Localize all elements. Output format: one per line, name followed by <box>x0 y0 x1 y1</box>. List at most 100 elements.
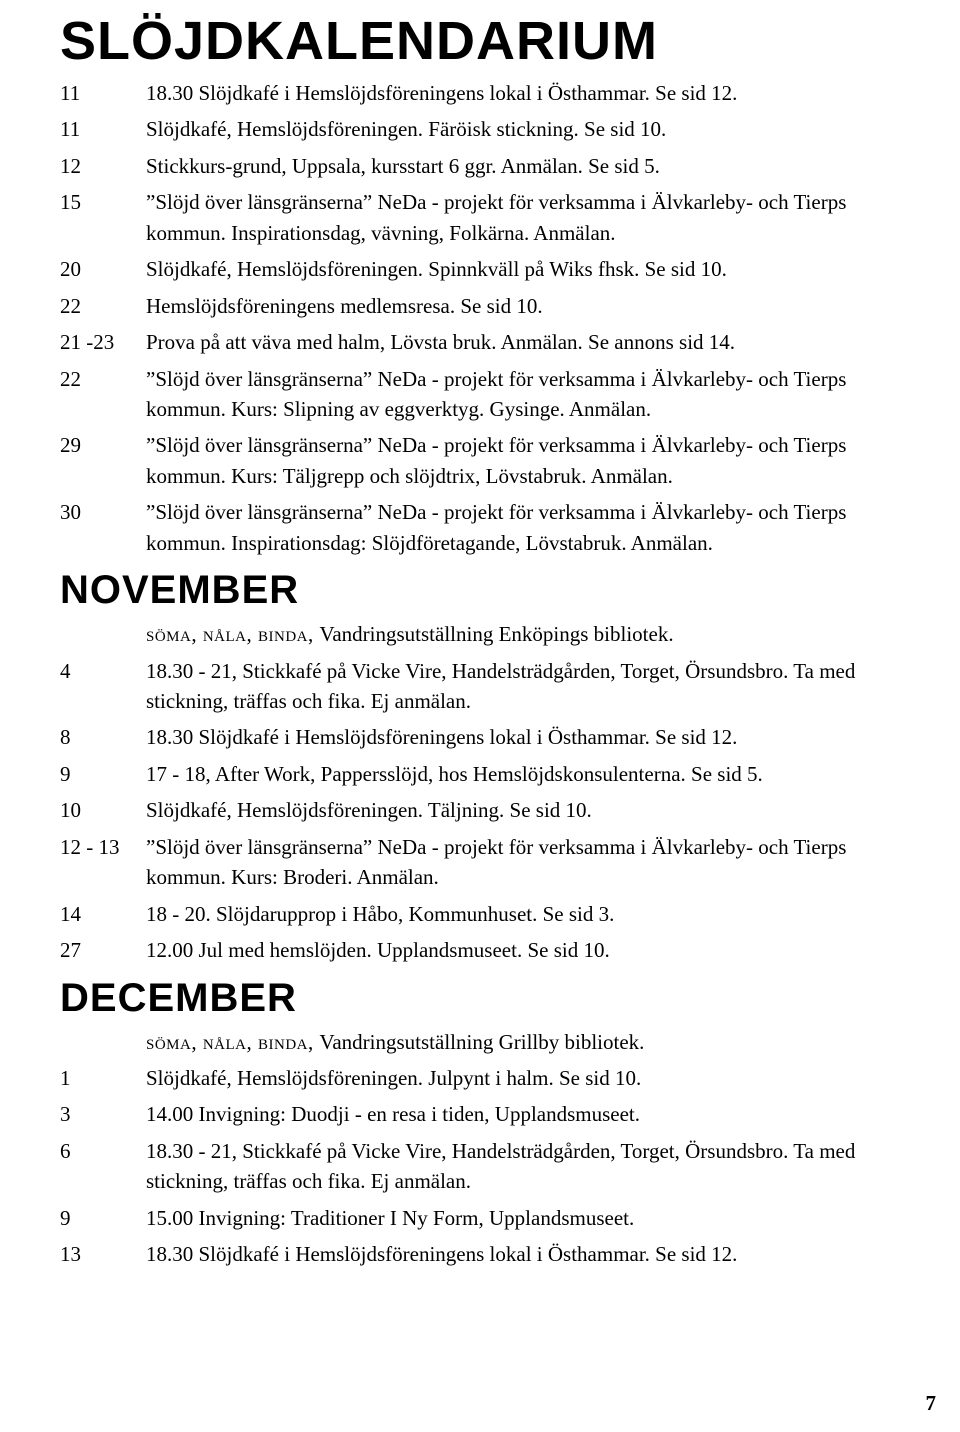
calendar-content: 1118.30 Slöjdkafé i Hemslöjdsföreningens… <box>60 78 900 1270</box>
calendar-entry: 2712.00 Jul med hemslöjden. Upplandsmuse… <box>60 935 900 965</box>
calendar-entry: 21 -23Prova på att väva med halm, Lövsta… <box>60 327 900 357</box>
entry-date: 20 <box>60 254 146 284</box>
entry-text: ”Slöjd över länsgränserna” NeDa - projek… <box>146 187 900 248</box>
entry-text: Slöjdkafé, Hemslöjdsföreningen. Färöisk … <box>146 114 900 144</box>
entry-date: 12 <box>60 151 146 181</box>
entry-body-text: 18.30 Slöjdkafé i Hemslöjdsföreningens l… <box>146 725 737 749</box>
entry-text: 18.30 Slöjdkafé i Hemslöjdsföreningens l… <box>146 1239 900 1269</box>
calendar-entry: söma, nåla, binda, Vandringsutställning … <box>60 1027 900 1057</box>
calendar-entry: 418.30 - 21, Stickkafé på Vicke Vire, Ha… <box>60 656 900 717</box>
entry-body-text: Vandringsutställning Enköpings bibliotek… <box>320 622 674 646</box>
entry-body-text: ”Slöjd över länsgränserna” NeDa - projek… <box>146 500 846 554</box>
entry-date: 4 <box>60 656 146 686</box>
calendar-entry: 1418 - 20. Slöjdarupprop i Håbo, Kommunh… <box>60 899 900 929</box>
calendar-entry: 915.00 Invigning: Traditioner I Ny Form,… <box>60 1203 900 1233</box>
entry-body-text: 18.30 - 21, Stickkafé på Vicke Vire, Han… <box>146 1139 855 1193</box>
entry-body-text: Vandringsutställning Grillby bibliotek. <box>320 1030 645 1054</box>
calendar-entry: 15”Slöjd över länsgränserna” NeDa - proj… <box>60 187 900 248</box>
entry-text: 18.30 Slöjdkafé i Hemslöjdsföreningens l… <box>146 722 900 752</box>
entry-text: ”Slöjd över länsgränserna” NeDa - projek… <box>146 364 900 425</box>
entry-text: 18 - 20. Slöjdarupprop i Håbo, Kommunhus… <box>146 899 900 929</box>
entry-date: 10 <box>60 795 146 825</box>
entry-date: 6 <box>60 1136 146 1166</box>
entry-body-text: 18 - 20. Slöjdarupprop i Håbo, Kommunhus… <box>146 902 614 926</box>
calendar-entry: 1318.30 Slöjdkafé i Hemslöjdsföreningens… <box>60 1239 900 1269</box>
entry-body-text: Stickkurs-grund, Uppsala, kursstart 6 gg… <box>146 154 660 178</box>
entry-date: 3 <box>60 1099 146 1129</box>
entry-text: 18.30 - 21, Stickkafé på Vicke Vire, Han… <box>146 656 900 717</box>
entry-date: 15 <box>60 187 146 217</box>
month-heading-november: NOVEMBER <box>60 568 900 613</box>
calendar-entry: 618.30 - 21, Stickkafé på Vicke Vire, Ha… <box>60 1136 900 1197</box>
calendar-entry: 10Slöjdkafé, Hemslöjdsföreningen. Täljni… <box>60 795 900 825</box>
entry-text: 14.00 Invigning: Duodji - en resa i tide… <box>146 1099 900 1129</box>
entry-body-text: Slöjdkafé, Hemslöjdsföreningen. Julpynt … <box>146 1066 641 1090</box>
document-page: SLÖJDKALENDARIUM 1118.30 Slöjdkafé i Hem… <box>0 0 960 1432</box>
entry-body-text: ”Slöjd över länsgränserna” NeDa - projek… <box>146 367 846 421</box>
entry-text: ”Slöjd över länsgränserna” NeDa - projek… <box>146 497 900 558</box>
entry-date: 29 <box>60 430 146 460</box>
entry-body-text: ”Slöjd över länsgränserna” NeDa - projek… <box>146 835 846 889</box>
calendar-entry: 22Hemslöjdsföreningens medlemsresa. Se s… <box>60 291 900 321</box>
entry-body-text: 18.30 Slöjdkafé i Hemslöjdsföreningens l… <box>146 1242 737 1266</box>
calendar-entry: 29”Slöjd över länsgränserna” NeDa - proj… <box>60 430 900 491</box>
entry-body-text: 14.00 Invigning: Duodji - en resa i tide… <box>146 1102 640 1126</box>
entry-date: 21 -23 <box>60 327 146 357</box>
entry-date: 22 <box>60 291 146 321</box>
calendar-entry: 12 - 13”Slöjd över länsgränserna” NeDa -… <box>60 832 900 893</box>
calendar-entry: 1118.30 Slöjdkafé i Hemslöjdsföreningens… <box>60 78 900 108</box>
entry-body-text: Prova på att väva med halm, Lövsta bruk.… <box>146 330 735 354</box>
entry-text: ”Slöjd över länsgränserna” NeDa - projek… <box>146 832 900 893</box>
entry-body-text: 17 - 18, After Work, Pappersslöjd, hos H… <box>146 762 763 786</box>
entry-text: 12.00 Jul med hemslöjden. Upplandsmuseet… <box>146 935 900 965</box>
entry-body-text: ”Slöjd över länsgränserna” NeDa - projek… <box>146 190 846 244</box>
page-title: SLÖJDKALENDARIUM <box>60 10 900 72</box>
entry-text: Stickkurs-grund, Uppsala, kursstart 6 gg… <box>146 151 900 181</box>
entry-text: 15.00 Invigning: Traditioner I Ny Form, … <box>146 1203 900 1233</box>
month-heading-december: DECEMBER <box>60 976 900 1021</box>
entry-body-text: ”Slöjd över länsgränserna” NeDa - projek… <box>146 433 846 487</box>
calendar-entry: 818.30 Slöjdkafé i Hemslöjdsföreningens … <box>60 722 900 752</box>
calendar-entry: 314.00 Invigning: Duodji - en resa i tid… <box>60 1099 900 1129</box>
entry-text: Prova på att väva med halm, Lövsta bruk.… <box>146 327 900 357</box>
entry-date: 12 - 13 <box>60 832 146 862</box>
entry-date: 27 <box>60 935 146 965</box>
entry-date: 11 <box>60 78 146 108</box>
entry-text: söma, nåla, binda, Vandringsutställning … <box>146 619 900 649</box>
entry-text: Slöjdkafé, Hemslöjdsföreningen. Spinnkvä… <box>146 254 900 284</box>
entry-body-text: Slöjdkafé, Hemslöjdsföreningen. Spinnkvä… <box>146 257 727 281</box>
calendar-entry: 11Slöjdkafé, Hemslöjdsföreningen. Färöis… <box>60 114 900 144</box>
entry-date: 30 <box>60 497 146 527</box>
entry-date: 13 <box>60 1239 146 1269</box>
entry-text: ”Slöjd över länsgränserna” NeDa - projek… <box>146 430 900 491</box>
entry-text: 18.30 - 21, Stickkafé på Vicke Vire, Han… <box>146 1136 900 1197</box>
smallcaps-prefix: söma, nåla, binda, <box>146 1030 320 1054</box>
entry-body-text: Slöjdkafé, Hemslöjdsföreningen. Täljning… <box>146 798 592 822</box>
entry-date: 11 <box>60 114 146 144</box>
entry-text: Slöjdkafé, Hemslöjdsföreningen. Julpynt … <box>146 1063 900 1093</box>
entry-date: 1 <box>60 1063 146 1093</box>
entry-body-text: Slöjdkafé, Hemslöjdsföreningen. Färöisk … <box>146 117 666 141</box>
calendar-entry: söma, nåla, binda, Vandringsutställning … <box>60 619 900 649</box>
entry-date: 9 <box>60 1203 146 1233</box>
entry-text: 18.30 Slöjdkafé i Hemslöjdsföreningens l… <box>146 78 900 108</box>
entry-body-text: 12.00 Jul med hemslöjden. Upplandsmuseet… <box>146 938 610 962</box>
entry-text: söma, nåla, binda, Vandringsutställning … <box>146 1027 900 1057</box>
calendar-entry: 1Slöjdkafé, Hemslöjdsföreningen. Julpynt… <box>60 1063 900 1093</box>
entry-body-text: 18.30 - 21, Stickkafé på Vicke Vire, Han… <box>146 659 855 713</box>
entry-text: Slöjdkafé, Hemslöjdsföreningen. Täljning… <box>146 795 900 825</box>
smallcaps-prefix: söma, nåla, binda, <box>146 622 320 646</box>
page-number: 7 <box>926 1391 937 1416</box>
entry-date: 14 <box>60 899 146 929</box>
entry-body-text: 18.30 Slöjdkafé i Hemslöjdsföreningens l… <box>146 81 737 105</box>
entry-body-text: Hemslöjdsföreningens medlemsresa. Se sid… <box>146 294 543 318</box>
calendar-entry: 12Stickkurs-grund, Uppsala, kursstart 6 … <box>60 151 900 181</box>
entry-body-text: 15.00 Invigning: Traditioner I Ny Form, … <box>146 1206 634 1230</box>
calendar-entry: 917 - 18, After Work, Pappersslöjd, hos … <box>60 759 900 789</box>
entry-date: 8 <box>60 722 146 752</box>
entry-text: Hemslöjdsföreningens medlemsresa. Se sid… <box>146 291 900 321</box>
calendar-entry: 30”Slöjd över länsgränserna” NeDa - proj… <box>60 497 900 558</box>
calendar-entry: 22”Slöjd över länsgränserna” NeDa - proj… <box>60 364 900 425</box>
entry-text: 17 - 18, After Work, Pappersslöjd, hos H… <box>146 759 900 789</box>
entry-date: 9 <box>60 759 146 789</box>
